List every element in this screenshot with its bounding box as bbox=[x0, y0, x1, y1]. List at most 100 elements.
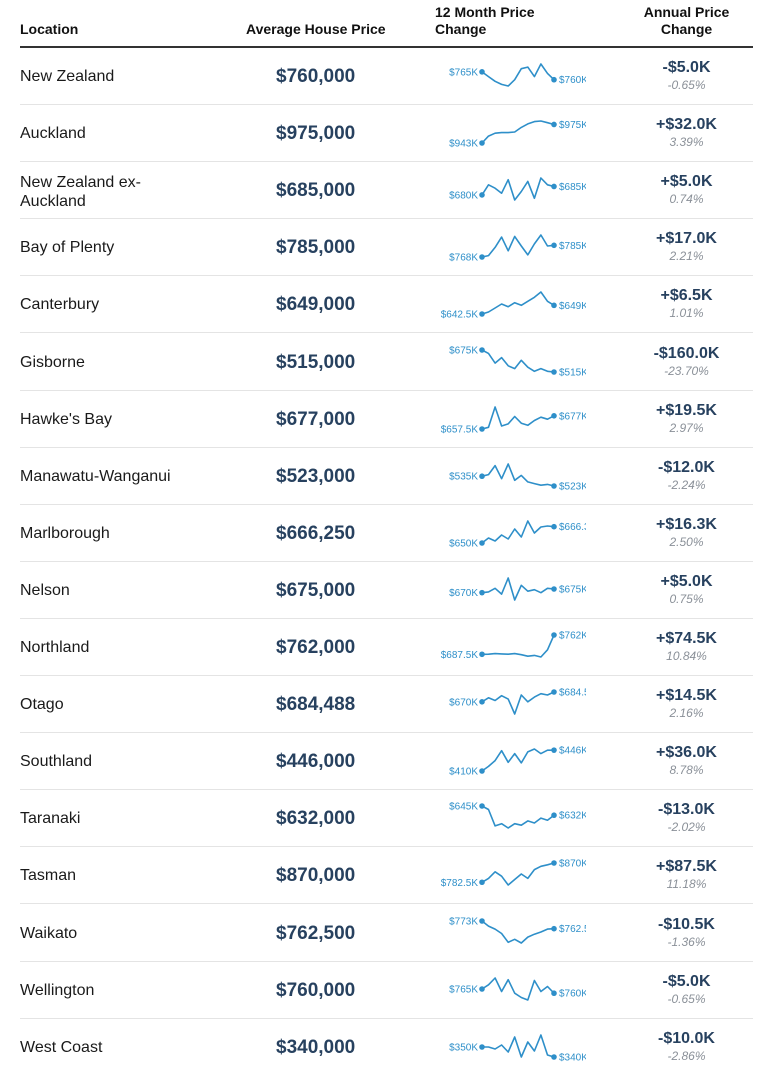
sparkline-start-label: $642.5K bbox=[441, 310, 479, 321]
sparkline: $350K $340K bbox=[449, 1033, 586, 1063]
sparkline-end-label: $975K bbox=[559, 120, 586, 131]
average-price: $677,000 bbox=[276, 408, 356, 430]
sparkline-start-dot bbox=[479, 539, 485, 546]
sparkline-end-label: $762.5K bbox=[559, 924, 586, 935]
sparkline-start-label: $410K bbox=[449, 767, 478, 778]
sparkline-end-label: $340K bbox=[559, 1052, 586, 1063]
location-name: New Zealand ex-Auckland bbox=[20, 174, 141, 211]
annual-change-value: +$5.0K bbox=[660, 572, 713, 590]
sparkline-line bbox=[481, 177, 555, 201]
sparkline-line bbox=[481, 976, 555, 1001]
location-name: West Coast bbox=[20, 1038, 103, 1056]
sparkline-end-dot bbox=[551, 632, 557, 638]
location-name: Taranaki bbox=[20, 810, 81, 828]
annual-change-value: +$14.5K bbox=[656, 687, 717, 705]
average-price: $785,000 bbox=[276, 237, 356, 259]
annual-change-value: +$87.5K bbox=[656, 858, 717, 876]
sparkline-start-label: $765K bbox=[449, 67, 478, 78]
annual-change-value: +$36.0K bbox=[656, 744, 717, 762]
annual-change-percent: -1.36% bbox=[667, 934, 706, 949]
sparkline: $670K $675K bbox=[449, 577, 586, 601]
location-name: Auckland bbox=[20, 125, 86, 143]
annual-change-percent: 2.21% bbox=[669, 249, 704, 264]
sparkline-line bbox=[481, 577, 555, 601]
sparkline-line bbox=[481, 120, 555, 144]
sparkline-start-label: $768K bbox=[449, 253, 478, 264]
average-price: $762,000 bbox=[276, 637, 356, 658]
sparkline-end-label: $760K bbox=[559, 75, 586, 86]
table-row: Hawke's Bay $677,000 $657.5K $677K +$19.5K 2.… bbox=[20, 391, 753, 448]
average-price: $632,000 bbox=[276, 808, 356, 830]
sparkline-start-label: $657.5K bbox=[441, 424, 479, 435]
average-price: $760,000 bbox=[276, 66, 356, 87]
annual-change-value: +$17.0K bbox=[656, 230, 717, 248]
sparkline-start-label: $687.5K bbox=[441, 650, 479, 661]
table-header: Location Average House Price 12 Month Pr… bbox=[20, 0, 753, 48]
annual-change-percent: 0.75% bbox=[669, 591, 704, 606]
sparkline-line bbox=[481, 691, 555, 715]
annual-change-percent: 10.84% bbox=[666, 649, 707, 663]
table-row: Auckland $975,000 $943K $975K +$32.0K 3.39% bbox=[20, 105, 753, 163]
sparkline-line bbox=[481, 291, 555, 316]
sparkline-end-dot bbox=[551, 925, 557, 931]
sparkline-start-label: $535K bbox=[449, 471, 478, 482]
sparkline-end-dot bbox=[551, 860, 557, 867]
sparkline-end-label: $870K bbox=[559, 859, 586, 870]
average-price: $870,000 bbox=[276, 865, 356, 887]
sparkline: $773K $762.5K bbox=[449, 916, 586, 944]
sparkline-start-dot bbox=[479, 346, 485, 353]
table-row: Northland $762,000 $687.5K $762K +$74.5K 10.8… bbox=[20, 619, 753, 677]
annual-change-value: +$32.0K bbox=[656, 116, 717, 134]
table-row: Gisborne $515,000 $675K $515K -$160.0K -23.70… bbox=[20, 334, 753, 391]
table-row: Otago $684,488 $670K $684.5K +$14.5K2.16% bbox=[20, 676, 753, 734]
sparkline-start-label: $650K bbox=[449, 538, 478, 549]
annual-change-percent: -2.86% bbox=[667, 1048, 706, 1063]
location-name: Southland bbox=[20, 753, 93, 771]
annual-change-percent: 2.97% bbox=[669, 420, 704, 435]
sparkline: $943K $975K bbox=[449, 120, 586, 150]
sparkline-start-dot bbox=[479, 985, 485, 992]
sparkline-start-dot bbox=[479, 589, 485, 596]
sparkline-end-dot bbox=[551, 121, 557, 128]
table-row: Canterbury $649,000 $642.5K $649K +$6.5K 1.01… bbox=[20, 276, 753, 334]
location-name: Canterbury bbox=[20, 296, 100, 314]
sparkline-line bbox=[482, 1033, 555, 1058]
sparkline-end-label: $666.3K bbox=[559, 522, 586, 533]
sparkline-end-dot bbox=[551, 183, 557, 190]
sparkline-end-dot bbox=[551, 586, 557, 592]
sparkline-line bbox=[481, 519, 555, 544]
sparkline-line bbox=[481, 63, 555, 87]
sparkline-start-label: $350K bbox=[449, 1042, 478, 1053]
sparkline: $768K $785K bbox=[449, 234, 586, 264]
sparkline-end-dot bbox=[551, 990, 557, 996]
sparkline-end-dot bbox=[551, 242, 557, 249]
sparkline-end-label: $523K bbox=[559, 481, 586, 492]
annual-change-percent: -0.65% bbox=[667, 78, 706, 92]
annual-change-percent: 2.50% bbox=[669, 534, 704, 549]
location-name: Tasman bbox=[20, 867, 77, 885]
sparkline-start-dot bbox=[479, 917, 485, 924]
sparkline-start-dot bbox=[479, 879, 485, 886]
average-price: $675,000 bbox=[276, 579, 356, 601]
annual-change-percent: 8.78% bbox=[669, 763, 704, 778]
sparkline-line bbox=[481, 234, 555, 259]
table-row: Manawatu-Wanganui $523,000 $535K $523K -$12.… bbox=[20, 448, 753, 505]
sparkline: $642.5K $649K bbox=[441, 291, 586, 321]
sparkline: $657.5K $677K bbox=[441, 405, 586, 435]
annual-change-percent: 1.01% bbox=[669, 306, 704, 321]
sparkline-end-dot bbox=[551, 412, 557, 419]
sparkline-end-dot bbox=[551, 747, 557, 754]
annual-change-value: -$10.0K bbox=[658, 1029, 715, 1047]
sparkline-end-label: $649K bbox=[559, 301, 586, 312]
sparkline-end-label: $515K bbox=[559, 367, 586, 378]
annual-change-percent: 0.74% bbox=[669, 192, 704, 207]
sparkline-start-dot bbox=[479, 192, 485, 198]
sparkline-start-dot bbox=[479, 1043, 485, 1050]
average-price: $762,500 bbox=[276, 922, 356, 944]
sparkline-end-dot bbox=[551, 368, 557, 375]
sparkline: $765K $760K bbox=[449, 976, 586, 1001]
sparkline: $535K $523K bbox=[449, 462, 586, 492]
table-row: New Zealand ex-Auckland $685,000 $680K $685… bbox=[20, 162, 753, 220]
location-name: Gisborne bbox=[20, 353, 85, 371]
sparkline-end-label: $675K bbox=[559, 584, 586, 595]
